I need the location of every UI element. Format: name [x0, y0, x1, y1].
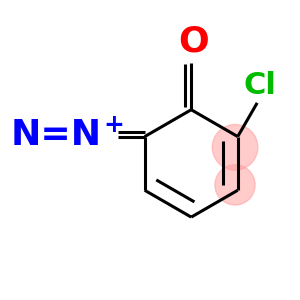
Circle shape — [212, 124, 258, 170]
Text: O: O — [178, 25, 209, 59]
Text: N=N: N=N — [11, 118, 102, 152]
Circle shape — [215, 165, 255, 205]
Text: +: + — [103, 113, 124, 137]
Text: Cl: Cl — [243, 71, 276, 100]
